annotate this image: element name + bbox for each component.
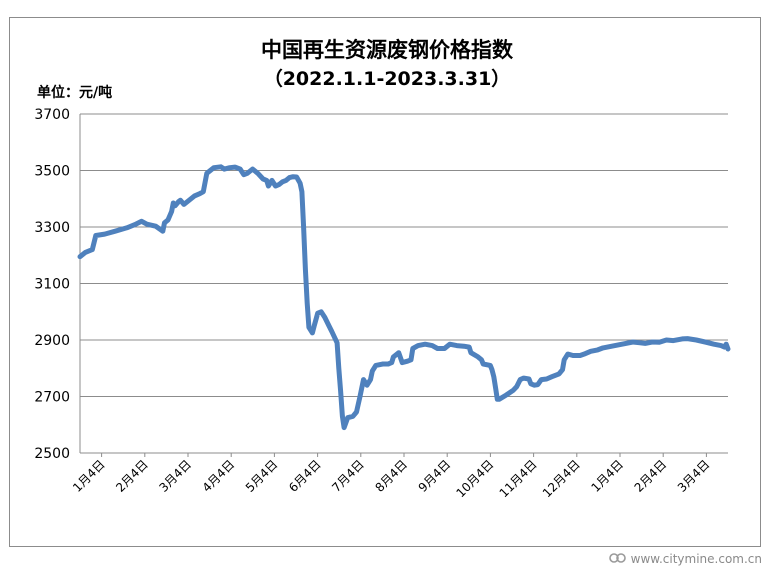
citymine-logo-icon [608, 553, 626, 563]
watermark-url: www.citymine.com.cn [630, 552, 762, 566]
x-tick-label: 12月4日 [540, 457, 583, 500]
x-tick-label: 8月4日 [372, 457, 410, 495]
x-tick-label: 1月4日 [588, 457, 626, 495]
x-tick-label: 1月4日 [70, 457, 108, 495]
y-tick-label: 3700 [34, 107, 70, 123]
chart-frame [9, 17, 761, 547]
y-tick-label: 3100 [34, 277, 70, 293]
x-tick-label: 3月4日 [675, 457, 713, 495]
x-tick-label: 2月4日 [113, 457, 151, 495]
watermark: www.citymine.com.cn [608, 552, 762, 566]
x-tick-label: 7月4日 [329, 457, 367, 495]
x-tick-label: 9月4日 [416, 457, 454, 495]
y-axis: 3700 3500 3300 3100 2900 2700 2500 [34, 107, 70, 462]
chart-title: 中国再生资源废钢价格指数 [261, 38, 513, 62]
x-tick-label: 11月4日 [497, 457, 540, 500]
y-tick-label: 3300 [34, 220, 70, 236]
x-tick-label: 5月4日 [243, 457, 281, 495]
chart-subtitle: （2022.1.1-2023.3.31） [263, 68, 511, 90]
y-tick-label: 2700 [34, 390, 70, 406]
x-axis: 1月4日 2月4日 3月4日 4月4日 5月4日 6月4日 7月4日 8月4日 9月4日 10月4… [70, 453, 713, 500]
x-tick-label: 6月4日 [286, 457, 324, 495]
x-tick-label: 3月4日 [156, 457, 194, 495]
grid [79, 113, 728, 454]
y-tick-label: 2500 [34, 446, 70, 462]
y-tick-label: 2900 [34, 333, 70, 349]
y-tick-label: 3500 [34, 164, 70, 180]
unit-label: 单位：元/吨 [37, 85, 113, 101]
series [77, 164, 731, 431]
x-tick-label: 10月4日 [453, 457, 496, 500]
x-tick-label: 2月4日 [632, 457, 670, 495]
x-tick-label: 4月4日 [200, 457, 238, 495]
series-line [77, 164, 731, 431]
